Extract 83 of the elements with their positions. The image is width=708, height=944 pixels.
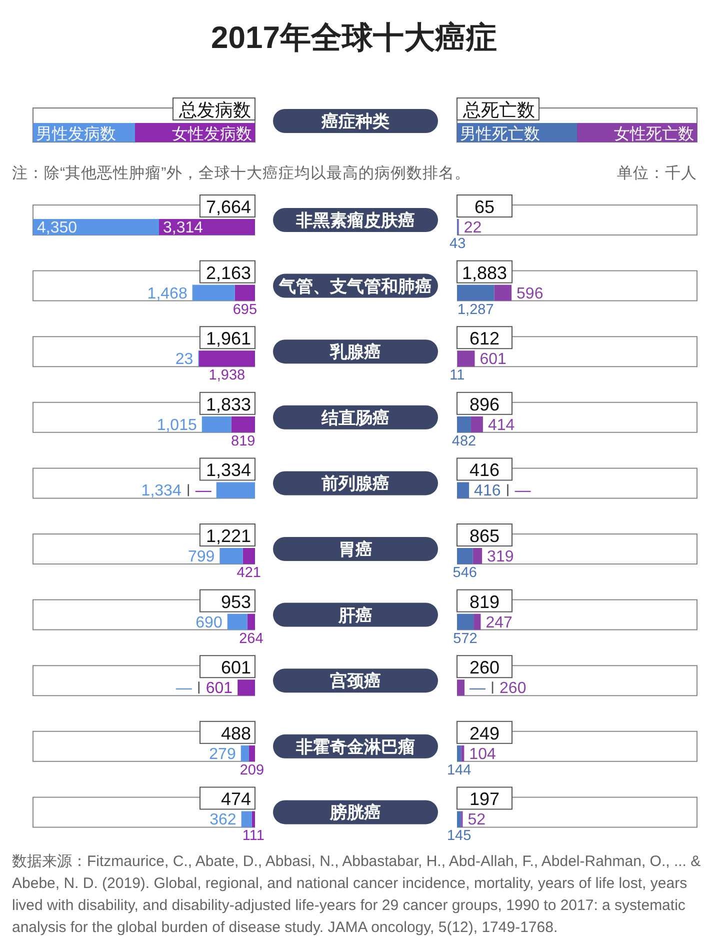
data-label: 601 xyxy=(206,680,233,698)
total-label: 601 xyxy=(220,658,251,678)
data-label: 421 xyxy=(236,565,262,581)
legend-item: 女性发病数 xyxy=(135,123,255,143)
data-label: 690 xyxy=(196,614,222,632)
total-label: 260 xyxy=(469,658,500,678)
data-label: 1,334 xyxy=(141,482,182,500)
text: — xyxy=(470,680,486,698)
total-label: 865 xyxy=(469,526,500,546)
y-tick-label: 非黑素瘤皮肤癌 xyxy=(295,211,415,230)
data-label: 799 xyxy=(188,548,215,566)
legend: 总发病数 男性发病数 女性发病数 xyxy=(32,98,256,143)
data-label: 23 xyxy=(175,351,194,368)
y-tick-label: 气管、支气管和肺癌 xyxy=(278,276,432,296)
total-label: 612 xyxy=(469,328,500,349)
y-tick-label: 乳腺癌 xyxy=(329,342,381,362)
total-label: 1,961 xyxy=(206,328,251,349)
data-label: 111 xyxy=(242,828,264,844)
data-label: 1,015 xyxy=(156,416,197,434)
total-label: 65 xyxy=(474,197,495,217)
legend-item: 男性发病数 xyxy=(33,123,135,143)
data-label: 279 xyxy=(209,746,236,763)
data-label: 247 xyxy=(486,614,513,632)
data-label: 209 xyxy=(240,762,264,778)
data-label: 52 xyxy=(468,812,486,829)
data-label: 546 xyxy=(452,565,478,581)
data-label: 1,468 xyxy=(147,285,188,302)
text: — xyxy=(195,482,212,500)
data-label: 4,350 xyxy=(37,220,78,236)
text: 2017年全球十大癌症 xyxy=(211,20,497,55)
data-label: 414 xyxy=(488,416,515,434)
data-label: 482 xyxy=(452,433,476,450)
data-label: 819 xyxy=(231,433,256,450)
text: 注：除“其他恶性肿瘤”外，全球十大癌症均以最高的病例数排名。 xyxy=(12,164,470,182)
data-label: 3,314 xyxy=(163,220,204,236)
total-label: 1,334 xyxy=(206,460,251,480)
data-label: 264 xyxy=(239,630,264,647)
total-label: 488 xyxy=(220,723,251,744)
data-label: 260 xyxy=(500,680,526,698)
total-label: 2,163 xyxy=(206,262,251,283)
data-label: 601 xyxy=(480,351,507,368)
data-label: 362 xyxy=(210,812,236,829)
data-label: 416 xyxy=(474,482,501,500)
data-label: 145 xyxy=(447,828,472,844)
data-label: 1,287 xyxy=(457,302,494,318)
legend-item: 女性死亡数 xyxy=(577,123,697,143)
total-label: 474 xyxy=(220,789,251,810)
total-label: 249 xyxy=(469,723,500,744)
total-label: 953 xyxy=(220,592,251,612)
total-label: 1,221 xyxy=(206,526,251,546)
total-label: 1,883 xyxy=(462,262,508,283)
text: — xyxy=(176,680,192,698)
total-label: 197 xyxy=(469,789,500,810)
y-tick-label: 结直肠癌 xyxy=(320,408,390,428)
legend-title: 总发病数 xyxy=(178,100,251,120)
legend-item: 男性死亡数 xyxy=(457,123,577,143)
data-label: 319 xyxy=(487,548,514,566)
y-tick-label: 宫颈癌 xyxy=(330,672,381,691)
total-label: 416 xyxy=(469,460,500,480)
total-label: 1,833 xyxy=(206,394,251,414)
source-note: 数据来源：Fitzmaurice, C., Abate, D., Abbasi, N., Abbastabar, H., Abd-Allah, F., Abdel-Rahman, O., ... & Abebe, N. D. (2019). Global, regional, and national cancer incidence, mortality, years of life lost, years lived with disability, and disability-adjusted life-years for 29 cancer groups, 1990 to 2017: a systematic analysis for the global burden of disease study. JAMA oncology, 5(12), 1749-1768. xyxy=(12,853,701,936)
data-label: 43 xyxy=(450,236,466,252)
text: — xyxy=(514,482,531,500)
data-label: 11 xyxy=(450,368,465,384)
y-axis-title: 癌症种类 xyxy=(320,112,390,131)
y-tick-label: 膀胱癌 xyxy=(329,803,381,822)
total-label: 896 xyxy=(469,394,500,414)
data-label: 104 xyxy=(469,746,496,763)
y-tick-label: 非霍奇金淋巴瘤 xyxy=(295,737,415,756)
data-label: 572 xyxy=(453,630,478,647)
legend-title: 总死亡数 xyxy=(462,100,535,120)
data-label: 22 xyxy=(464,220,482,236)
data-label: 144 xyxy=(446,762,472,778)
text: 单位：千人 xyxy=(617,164,697,182)
y-tick-label: 胃癌 xyxy=(338,540,372,559)
data-label: 1,938 xyxy=(208,368,246,384)
y-tick-label: 前列腺癌 xyxy=(320,474,390,494)
y-tick-label: 肝癌 xyxy=(338,606,372,625)
data-label: 596 xyxy=(516,285,544,302)
total-label: 819 xyxy=(469,592,500,612)
total-label: 7,664 xyxy=(206,197,251,217)
data-label: 695 xyxy=(232,302,258,318)
legend: 总死亡数 男性死亡数 女性死亡数 xyxy=(456,98,698,143)
